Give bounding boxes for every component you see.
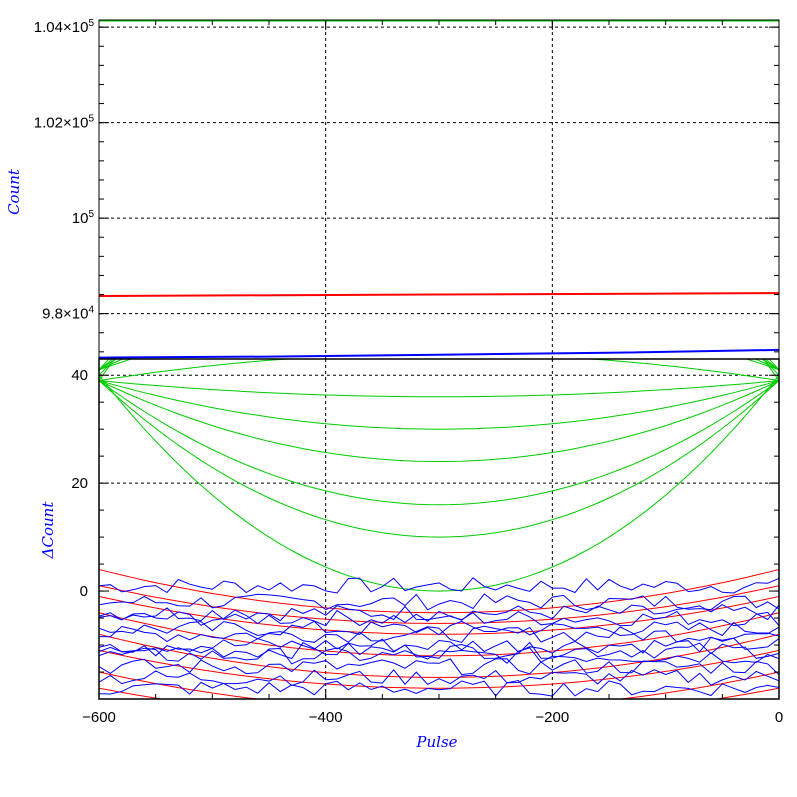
y-tick-label: 40 bbox=[71, 367, 88, 384]
series-line bbox=[98, 292, 780, 297]
series-line bbox=[99, 647, 779, 665]
series-line bbox=[99, 612, 779, 657]
y-tick-label: 1.04×105 bbox=[34, 18, 95, 36]
series-line bbox=[99, 633, 779, 678]
series-line bbox=[99, 641, 779, 660]
gridlines bbox=[99, 20, 779, 699]
series-line bbox=[99, 649, 779, 689]
series-line bbox=[99, 380, 779, 538]
ticks: 9.8×104 105 1.02×105 1.04×105 0 20 40 −600 −400 −… bbox=[34, 18, 783, 726]
series-line bbox=[99, 669, 779, 687]
series-line bbox=[99, 577, 779, 594]
series-line bbox=[99, 625, 779, 643]
series-line bbox=[99, 380, 779, 430]
x-tick-label: 0 bbox=[775, 709, 783, 726]
series bbox=[98, 19, 780, 699]
series-line bbox=[99, 359, 779, 382]
y-tick-label: 105 bbox=[72, 209, 95, 227]
series-line bbox=[99, 380, 779, 506]
series-line bbox=[99, 679, 779, 697]
series-line bbox=[99, 380, 779, 398]
y-tick-label: 20 bbox=[71, 475, 88, 492]
labels: Count ΔCount Pulse bbox=[5, 168, 458, 751]
series-line bbox=[99, 585, 779, 624]
bottom-series-group bbox=[99, 359, 779, 699]
series-line bbox=[99, 609, 779, 627]
bottom-y-axis-label: ΔCount bbox=[39, 501, 57, 560]
x-axis-label: Pulse bbox=[415, 733, 457, 751]
series-line bbox=[99, 593, 779, 611]
series-line bbox=[99, 380, 779, 463]
x-tick-label: −400 bbox=[309, 709, 343, 726]
series-line bbox=[99, 658, 779, 676]
series-line bbox=[98, 348, 780, 359]
y-tick-label: 9.8×104 bbox=[42, 305, 94, 323]
y-tick-label: 1.02×105 bbox=[34, 114, 95, 132]
top-y-axis-label: Count bbox=[5, 168, 23, 215]
series-line bbox=[99, 374, 779, 592]
series-line bbox=[99, 569, 779, 614]
x-tick-label: −600 bbox=[82, 709, 116, 726]
series-line bbox=[99, 604, 779, 622]
series-line bbox=[99, 671, 779, 699]
x-tick-label: −200 bbox=[535, 709, 569, 726]
series-line bbox=[99, 620, 779, 637]
y-tick-label: 0 bbox=[80, 583, 88, 600]
